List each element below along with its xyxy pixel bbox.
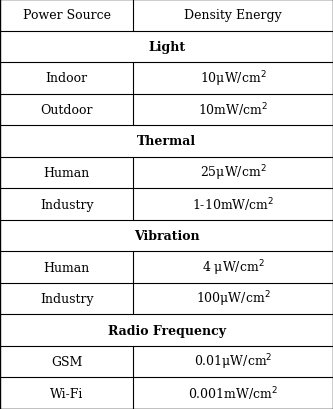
Text: Density Energy: Density Energy bbox=[184, 9, 282, 22]
Text: 1-10mW/cm$^{2}$: 1-10mW/cm$^{2}$ bbox=[192, 196, 274, 213]
Text: GSM: GSM bbox=[51, 355, 82, 368]
Text: Radio Frequency: Radio Frequency bbox=[108, 324, 225, 337]
Text: Thermal: Thermal bbox=[137, 135, 196, 148]
Text: Vibration: Vibration bbox=[134, 229, 199, 243]
Text: Industry: Industry bbox=[40, 292, 94, 306]
Text: Human: Human bbox=[44, 261, 90, 274]
Text: 10μW/cm$^{2}$: 10μW/cm$^{2}$ bbox=[200, 69, 266, 88]
Text: 0.01μW/cm$^{2}$: 0.01μW/cm$^{2}$ bbox=[194, 352, 272, 372]
Text: Light: Light bbox=[148, 41, 185, 54]
Text: Wi-Fi: Wi-Fi bbox=[50, 387, 83, 400]
Text: Industry: Industry bbox=[40, 198, 94, 211]
Text: 25μW/cm$^{2}$: 25μW/cm$^{2}$ bbox=[200, 163, 266, 183]
Text: Power Source: Power Source bbox=[23, 9, 111, 22]
Text: Outdoor: Outdoor bbox=[40, 103, 93, 117]
Text: 4 μW/cm$^{2}$: 4 μW/cm$^{2}$ bbox=[202, 258, 264, 277]
Text: 100μW/cm$^{2}$: 100μW/cm$^{2}$ bbox=[196, 289, 270, 309]
Text: 10mW/cm$^{2}$: 10mW/cm$^{2}$ bbox=[198, 101, 268, 119]
Text: 0.001mW/cm$^{2}$: 0.001mW/cm$^{2}$ bbox=[188, 384, 278, 402]
Text: Indoor: Indoor bbox=[46, 72, 88, 85]
Text: Human: Human bbox=[44, 166, 90, 180]
